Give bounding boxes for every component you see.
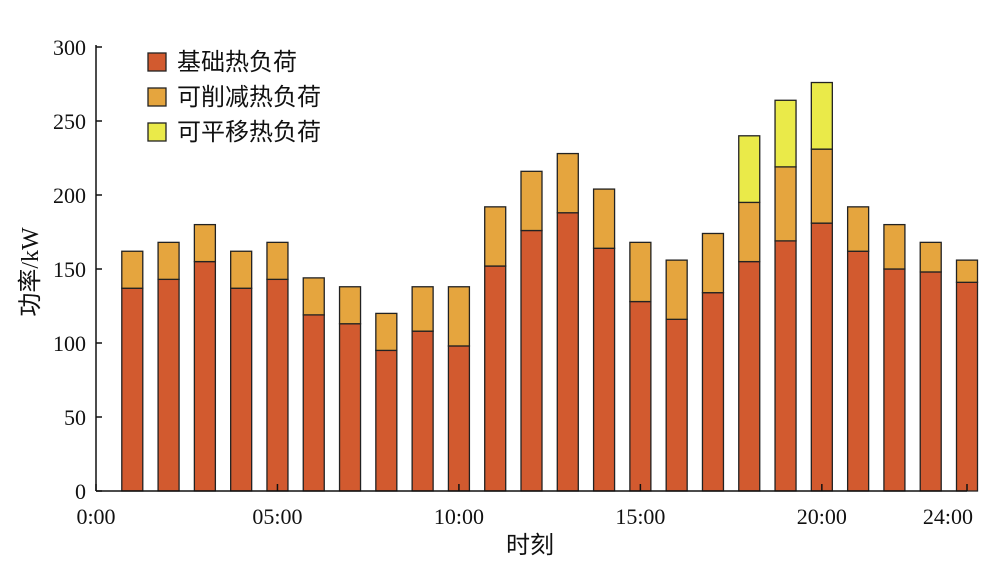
bar-segment-2-h2: [157, 241, 180, 281]
axes-group: 0 50 100 150 200 250 300 0:00 05:00 10:00 15:00 20:…: [53, 35, 973, 529]
bar-segment-1-h16: [665, 318, 688, 492]
bar-segment-1-h23: [919, 271, 942, 492]
y-tick-label-50: 50: [64, 405, 86, 430]
bar-segment-2-h23: [919, 241, 942, 273]
bar-segment-1-h8: [375, 349, 398, 492]
x-tick-label-1: 05:00: [252, 504, 302, 529]
bar-segment-1-h21: [846, 250, 870, 492]
bar-segment-2-h5: [266, 241, 289, 281]
bar-segment-1-h24: [955, 281, 979, 492]
legend-swatch-3: [147, 122, 167, 142]
bar-segment-1-h7: [338, 323, 362, 492]
bar-segment-1-h20: [810, 222, 833, 492]
x-tick-label-4: 20:00: [797, 504, 847, 529]
bar-segment-2-h10: [447, 286, 471, 347]
bar-segment-1-h5: [266, 278, 289, 492]
bar-segment-2-h12: [520, 170, 543, 232]
y-tick-label-300: 300: [53, 35, 86, 60]
y-tick-label-200: 200: [53, 183, 86, 208]
bar-segment-2-h11: [484, 206, 507, 267]
bar-segment-2-h24: [955, 259, 979, 283]
bar-segment-2-h19: [774, 166, 797, 242]
legend-label-3: 可平移热负荷: [177, 118, 321, 146]
bar-segment-1-h14: [592, 247, 616, 492]
bar-segment-1-h18: [738, 260, 761, 492]
legend-label-1: 基础热负荷: [177, 48, 297, 76]
bar-segment-2-h6: [302, 277, 325, 316]
legend-label-2: 可削减热负荷: [177, 83, 321, 111]
bar-segment-1-h3: [193, 260, 217, 492]
bar-segment-2-h21: [846, 206, 870, 252]
bar-segment-1-h9: [411, 330, 434, 492]
bar-segment-2-h9: [411, 286, 434, 332]
bar-segment-1-h10: [447, 345, 471, 492]
bar-segment-2-h4: [230, 250, 253, 289]
bar-segment-2-h1: [121, 250, 144, 289]
y-tick-label-250: 250: [53, 109, 86, 134]
bar-segment-1-h17: [701, 292, 725, 492]
y-axis-title: 功率/kW: [17, 227, 44, 317]
x-tick-label-3: 15:00: [615, 504, 665, 529]
bar-segment-1-h2: [157, 278, 180, 492]
bar-segment-1-h12: [520, 229, 543, 492]
y-tick-label-0: 0: [75, 479, 86, 504]
bar-segment-3-h18: [738, 135, 761, 204]
bar-segment-2-h18: [738, 201, 761, 263]
bar-segment-2-h13: [556, 152, 579, 214]
y-tick-label-150: 150: [53, 257, 86, 282]
bar-segment-2-h7: [338, 286, 362, 325]
bar-segment-3-h20: [810, 81, 833, 150]
bar-segment-3-h19: [774, 99, 797, 168]
bar-segment-1-h11: [484, 265, 507, 492]
bar-segment-2-h3: [193, 223, 217, 263]
bar-segment-2-h15: [629, 241, 652, 303]
bar-segment-2-h20: [810, 148, 833, 224]
legend-swatch-2: [147, 87, 167, 107]
bar-segment-1-h15: [629, 300, 652, 492]
bar-segment-2-h14: [592, 188, 616, 249]
bar-segment-2-h16: [665, 259, 688, 320]
bar-segment-2-h17: [701, 232, 725, 294]
bar-segment-2-h22: [883, 223, 906, 270]
y-tick-label-100: 100: [53, 331, 86, 356]
bar-segment-2-h8: [375, 312, 398, 352]
bar-segment-1-h1: [121, 287, 144, 492]
x-axis-title: 时刻: [506, 532, 554, 559]
bar-segment-1-h13: [556, 212, 579, 492]
x-tick-label-5: 24:00: [923, 504, 973, 529]
x-tick-label-0: 0:00: [76, 504, 115, 529]
bar-segment-1-h4: [230, 287, 253, 492]
x-tick-label-2: 10:00: [434, 504, 484, 529]
bar-segment-1-h6: [302, 314, 325, 492]
bar-segment-1-h22: [883, 268, 906, 492]
bar-segment-1-h19: [774, 240, 797, 492]
legend-swatch-1: [147, 52, 167, 72]
